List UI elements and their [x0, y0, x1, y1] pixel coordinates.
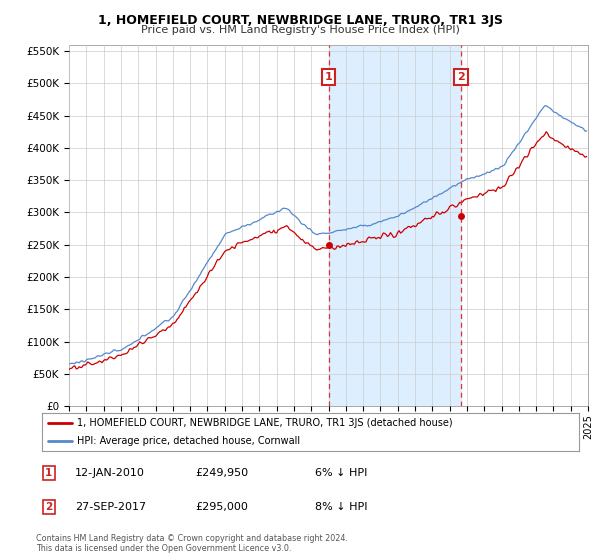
Text: 8% ↓ HPI: 8% ↓ HPI [315, 502, 367, 512]
Text: 27-SEP-2017: 27-SEP-2017 [75, 502, 146, 512]
Text: 2: 2 [45, 502, 52, 512]
Text: 2: 2 [457, 72, 465, 82]
Text: 1, HOMEFIELD COURT, NEWBRIDGE LANE, TRURO, TR1 3JS: 1, HOMEFIELD COURT, NEWBRIDGE LANE, TRUR… [97, 14, 503, 27]
Text: Price paid vs. HM Land Registry's House Price Index (HPI): Price paid vs. HM Land Registry's House … [140, 25, 460, 35]
Text: HPI: Average price, detached house, Cornwall: HPI: Average price, detached house, Corn… [77, 436, 300, 446]
Text: 12-JAN-2010: 12-JAN-2010 [75, 468, 145, 478]
Text: This data is licensed under the Open Government Licence v3.0.: This data is licensed under the Open Gov… [36, 544, 292, 553]
Text: Contains HM Land Registry data © Crown copyright and database right 2024.: Contains HM Land Registry data © Crown c… [36, 534, 348, 543]
Text: 1: 1 [45, 468, 52, 478]
Text: £249,950: £249,950 [195, 468, 248, 478]
Bar [329, 45, 461, 406]
Text: £295,000: £295,000 [195, 502, 248, 512]
Text: 1, HOMEFIELD COURT, NEWBRIDGE LANE, TRURO, TR1 3JS (detached house): 1, HOMEFIELD COURT, NEWBRIDGE LANE, TRUR… [77, 418, 452, 428]
Text: 6% ↓ HPI: 6% ↓ HPI [315, 468, 367, 478]
Text: 1: 1 [325, 72, 332, 82]
